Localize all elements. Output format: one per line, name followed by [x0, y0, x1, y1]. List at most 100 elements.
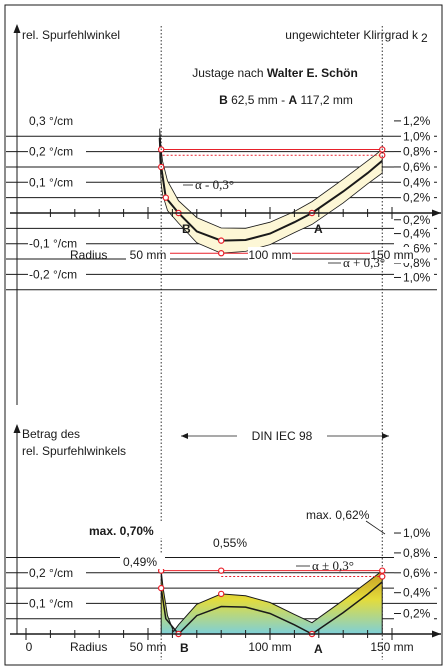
right-tick-bg — [394, 112, 434, 129]
x-axis-arrow — [432, 209, 441, 217]
lower-x-tick-label: 150 mm — [370, 640, 413, 654]
right-tick-label: 0,2% — [403, 213, 431, 227]
x-tick-bg — [126, 247, 170, 263]
lower-data-marker — [217, 567, 225, 574]
left-tick-bg — [28, 142, 86, 160]
right-tick-label: 0,8% — [403, 145, 431, 159]
left-tick-bg — [28, 234, 86, 252]
lower-data-marker — [379, 567, 386, 574]
left-tick-label: -0,1 °/cm — [29, 237, 77, 251]
right-tick-bg — [394, 189, 434, 206]
din-label: DIN IEC 98 — [252, 429, 313, 443]
din-arrow-right-head — [382, 433, 389, 439]
point-a-label: A — [314, 222, 323, 236]
lower-y-axis-arrow — [13, 424, 21, 433]
x-tick-label: 100 mm — [248, 248, 291, 262]
x-tick-label: 150 mm — [370, 248, 413, 262]
subtitle-b-label: B — [219, 93, 228, 107]
deviation-area — [160, 569, 383, 635]
x-axis-title: Radius — [70, 248, 107, 262]
subtitle-a-value: 117,2 mm — [297, 93, 353, 107]
lower-right-tick-label: 0,8% — [403, 546, 431, 560]
right-tick-label: 0,4% — [403, 227, 431, 241]
lower-x-axis-arrow — [432, 630, 441, 638]
val-049-label-bg — [120, 553, 165, 569]
figure-border — [4, 4, 443, 666]
lower-reference-lines — [157, 567, 386, 638]
lower-x-tick-label: 50 mm — [130, 640, 167, 654]
subtitle-a-label: A — [288, 93, 297, 107]
x-tick-bg — [370, 247, 414, 263]
lower-right-tick-label: 1,0% — [403, 526, 431, 540]
lower-left-tick-label: 0,1 °/cm — [29, 596, 73, 610]
x-tick-bg — [248, 247, 292, 263]
left-tick-label: 0,3 °/cm — [29, 114, 73, 128]
din-arrow-left-head — [181, 433, 188, 439]
lower-x-axis-title: Radius — [70, 640, 107, 654]
right-axis-title: ungewichteter Klirrgrad k — [285, 28, 419, 42]
right-tick-bg — [394, 143, 434, 160]
right-tick-bg — [394, 174, 434, 191]
data-marker — [217, 237, 225, 244]
lower-point-a-label: A — [314, 642, 323, 656]
lower-x-tick-label: 100 mm — [248, 640, 291, 654]
lower-left-axis-title-2: rel. Spurfehlwinkels — [22, 444, 126, 458]
minus-annotation: α - 0,3° — [195, 177, 234, 192]
right-tick-bg — [394, 158, 434, 175]
left-tick-label: 0,1 °/cm — [29, 175, 73, 189]
lower-right-tick-label: 0,6% — [403, 566, 431, 580]
right-axis-title-subscript: 2 — [421, 31, 428, 45]
lower-right-tick-bg — [394, 564, 434, 581]
val-049-annotation: 0,49% — [123, 555, 157, 569]
lower-data-marker — [217, 590, 225, 598]
right-tick-label: 0,4% — [403, 175, 431, 189]
right-tick-label: 1,0% — [403, 270, 431, 284]
right-tick-bg — [394, 225, 434, 242]
subtitle-b-value: 62,5 mm - — [228, 93, 289, 107]
lower-left-tick-label: 0,2 °/cm — [29, 566, 73, 580]
alpha-annotation: α ± 0,3° — [312, 558, 354, 573]
upper-chart: 0,3 °/cm 0,2 °/cm 0,1 °/cm -0,1 °/cm -0,2 °/… — [6, 24, 441, 660]
chart-title-prefix: Justage nach — [192, 66, 267, 80]
right-tick-label: 1,2% — [403, 114, 431, 128]
tolerance-band — [159, 128, 383, 254]
val-055-annotation: 0,55% — [213, 536, 247, 550]
lower-left-axis-title-1: Betrag des — [22, 427, 80, 441]
right-tick-bg — [394, 269, 434, 286]
left-tick-label: 0,2 °/cm — [29, 145, 73, 159]
lower-chart: 0,2 °/cm 0,1 °/cm 1,0% 0,8% 0,6% 0,4% 0,2% 0 50 … — [6, 424, 441, 656]
lower-left-tick-bg — [28, 563, 86, 581]
lower-data-marker — [379, 573, 386, 580]
lower-x-tick-label: 0 — [26, 640, 33, 654]
right-tick-label: 0,2% — [403, 191, 431, 205]
lower-point-b-label: B — [180, 641, 189, 655]
max-right-label-bg — [303, 507, 381, 522]
y-axis-arrow — [13, 24, 21, 33]
data-marker — [217, 250, 225, 257]
left-tick-bg — [28, 265, 86, 283]
lower-data-marker — [157, 584, 165, 592]
left-axis-title: rel. Spurfehlwinkel — [22, 28, 120, 42]
lower-right-tick-bg — [394, 605, 434, 622]
chart-title-name: Walter E. Schön — [267, 66, 358, 80]
x-tick-label: 50 mm — [130, 248, 167, 262]
data-marker — [162, 194, 170, 201]
upper-axis-ticks: 0,3 °/cm 0,2 °/cm 0,1 °/cm -0,1 °/cm -0,2 °/… — [10, 24, 441, 660]
lower-right-tick-label: 0,4% — [403, 586, 431, 600]
lower-right-tick-bg — [394, 525, 434, 542]
left-tick-label: -0,2 °/cm — [29, 267, 77, 281]
right-tick-label: 1,0% — [403, 129, 431, 143]
lower-right-tick-bg — [394, 544, 434, 561]
right-tick-bg — [394, 128, 434, 145]
left-tick-bg — [28, 111, 86, 129]
nominal-abs-curve — [160, 581, 383, 636]
left-tick-bg — [28, 173, 86, 191]
right-axis-title-text: ungewichteter Klirrgrad k — [285, 28, 419, 42]
right-tick-bg — [394, 211, 434, 228]
lower-right-tick-label: 0,2% — [403, 606, 431, 620]
plus-annotation: α + 0,3° — [343, 255, 385, 270]
lower-left-tick-bg — [28, 594, 86, 612]
lower-axis-ticks: 0,2 °/cm 0,1 °/cm 1,0% 0,8% 0,6% 0,4% 0,2% 0 50 … — [10, 424, 441, 654]
